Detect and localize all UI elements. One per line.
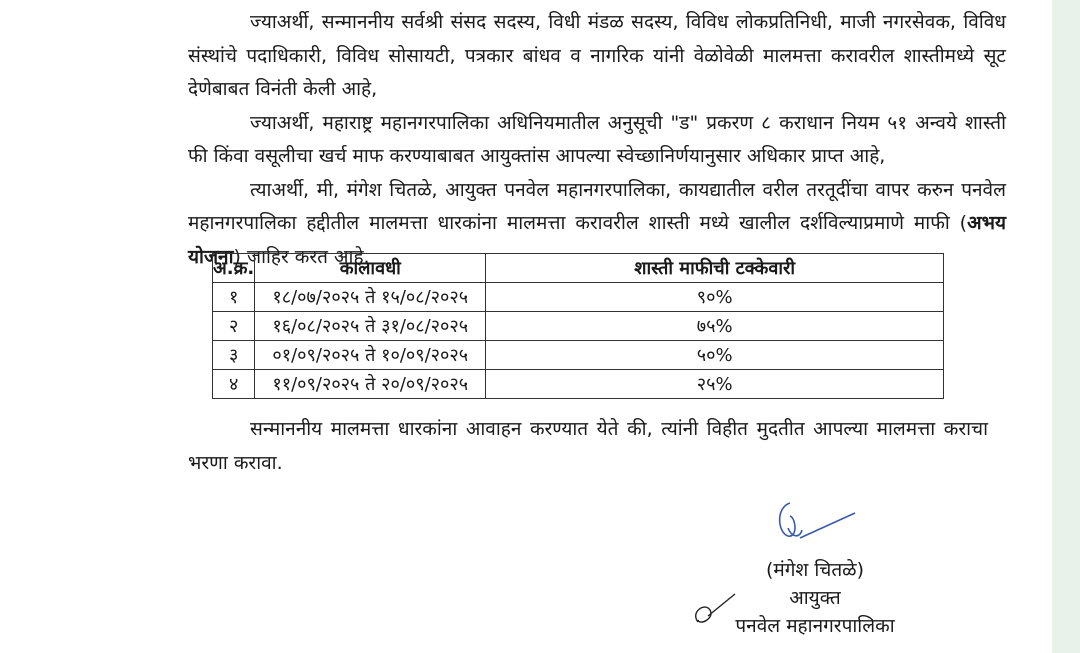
waiver-table: अ.क्र. कालावधी शास्ती माफीची टक्केवारी १… [211, 253, 944, 399]
header-serial: अ.क्र. [211, 253, 256, 283]
signature-image [778, 502, 856, 539]
cell-percentage: ७५% [485, 311, 944, 341]
paragraph-1: ज्याअर्थी, सन्माननीय सर्वश्री संसद सदस्य… [188, 11, 1006, 100]
cell-period: १८/०७/२०२५ ते १५/०८/२०२५ [254, 282, 487, 312]
header-period: कालावधी [254, 253, 487, 283]
side-strip [1052, 0, 1080, 653]
signatory-designation: आयुक्त [789, 587, 841, 609]
table-row: ३ ०१/०९/२०२५ ते १०/०९/२०२५ ५०% [211, 340, 944, 370]
cell-period: १६/०८/२०२५ ते ३१/०८/२०२५ [254, 311, 487, 341]
signatory-name: (मंगेश चितळे) [765, 559, 865, 581]
table-row: २ १६/०८/२०२५ ते ३१/०८/२०२५ ७५% [211, 311, 944, 341]
cell-percentage: ९०% [485, 282, 944, 312]
cell-period: ०१/०९/२०२५ ते १०/०९/२०२५ [254, 340, 487, 370]
signature-block: (मंगेश चितळे) आयुक्त पनवेल महानगरपालिका [700, 498, 930, 640]
cell-serial: ३ [211, 340, 256, 370]
closing-paragraph: सन्माननीय मालमत्ता धारकांना आवाहन करण्या… [188, 418, 988, 474]
cell-serial: १ [211, 282, 256, 312]
cell-serial: ४ [211, 369, 256, 399]
initials-signature [695, 593, 736, 623]
paragraph-3-text: त्याअर्थी, मी, मंगेश चितळे, आयुक्त पनवेल… [188, 178, 1006, 235]
paragraph-2: ज्याअर्थी, महाराष्ट्र महानगरपालिका अधिनि… [188, 111, 1006, 168]
paragraph-3: त्याअर्थी, मी, मंगेश चितळे, आयुक्त पनवेल… [188, 174, 1006, 275]
cell-period: ११/०९/२०२५ ते २०/०९/२०२५ [254, 369, 487, 399]
signatory-organization: पनवेल महानगरपालिका [735, 615, 895, 637]
document-body: ज्याअर्थी, सन्माननीय सर्वश्री संसद सदस्य… [188, 6, 1006, 274]
cell-serial: २ [211, 311, 256, 341]
table-row: १ १८/०७/२०२५ ते १५/०८/२०२५ ९०% [211, 282, 944, 312]
cell-percentage: ५०% [485, 340, 944, 370]
header-percentage: शास्ती माफीची टक्केवारी [485, 253, 944, 283]
table-row: ४ ११/०९/२०२५ ते २०/०९/२०२५ २५% [211, 369, 944, 399]
table-header-row: अ.क्र. कालावधी शास्ती माफीची टक्केवारी [211, 253, 944, 283]
cell-percentage: २५% [485, 369, 944, 399]
